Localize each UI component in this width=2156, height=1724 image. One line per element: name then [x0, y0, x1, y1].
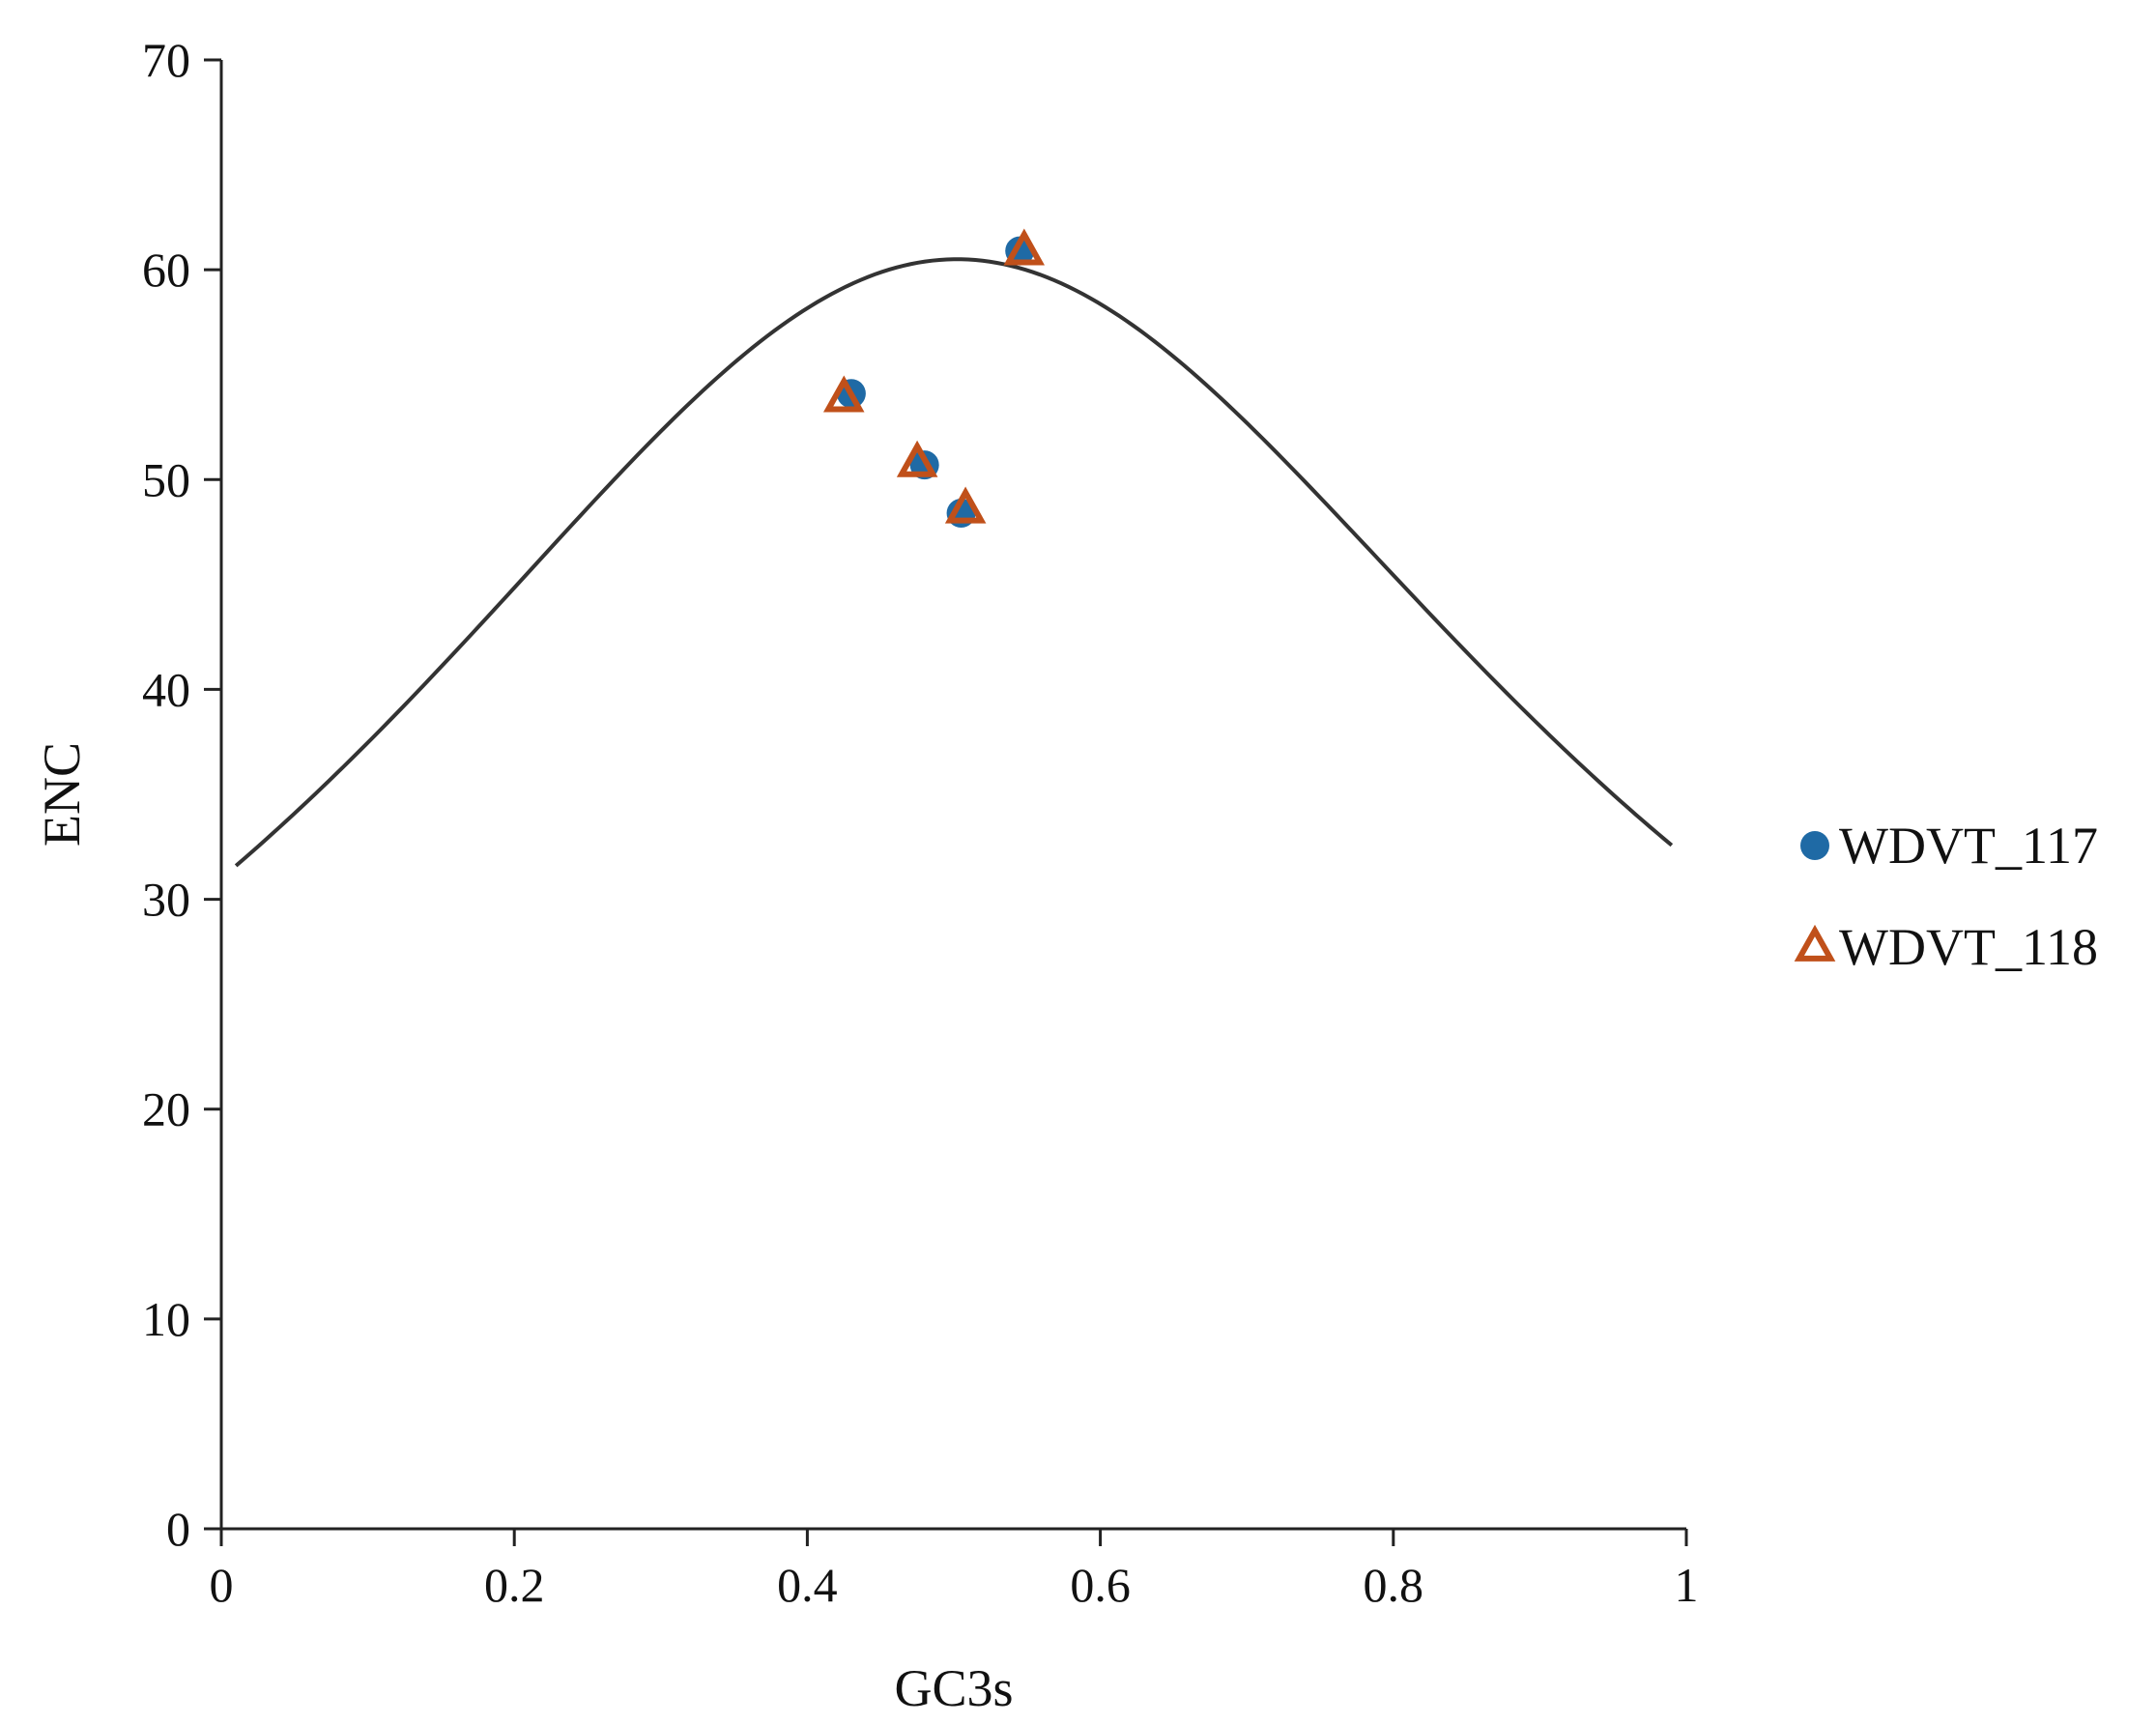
y-tick-label: 30	[142, 873, 190, 927]
x-axis-title: GC3s	[894, 1659, 1013, 1717]
x-tick-label: 0.2	[484, 1558, 545, 1612]
y-axis-title: ENC	[33, 742, 91, 847]
data-point-wdvt-118	[822, 375, 865, 413]
legend: WDVT_117 WDVT_118	[1794, 817, 2098, 976]
y-tick-label: 20	[142, 1082, 190, 1136]
x-tick-label: 0.4	[777, 1558, 838, 1612]
data-points-layer	[822, 228, 1046, 529]
data-point-wdvt-118	[1003, 228, 1046, 266]
y-tick-label: 50	[142, 452, 190, 506]
legend-marker-wdvt-118	[1794, 924, 1836, 962]
data-point-wdvt-118	[944, 486, 987, 524]
legend-label-wdvt-118: WDVT_118	[1839, 918, 2098, 976]
expected-enc-curve	[234, 257, 1674, 868]
x-tick-label: 0	[210, 1558, 234, 1612]
x-tick-label: 0.6	[1070, 1558, 1131, 1612]
legend-marker-wdvt-117	[1800, 831, 1829, 860]
x-tick-label: 0.8	[1364, 1558, 1424, 1612]
y-tick-label: 70	[142, 33, 190, 87]
y-tick-label: 40	[142, 662, 190, 716]
y-tick-label: 60	[142, 243, 190, 297]
y-tick-label: 10	[142, 1292, 190, 1346]
legend-label-wdvt-117: WDVT_117	[1839, 817, 2098, 875]
expected-curve-layer	[234, 257, 1674, 868]
y-tick-label: 0	[166, 1502, 190, 1556]
data-point-wdvt-118	[896, 440, 938, 477]
x-tick-label: 1	[1675, 1558, 1699, 1612]
